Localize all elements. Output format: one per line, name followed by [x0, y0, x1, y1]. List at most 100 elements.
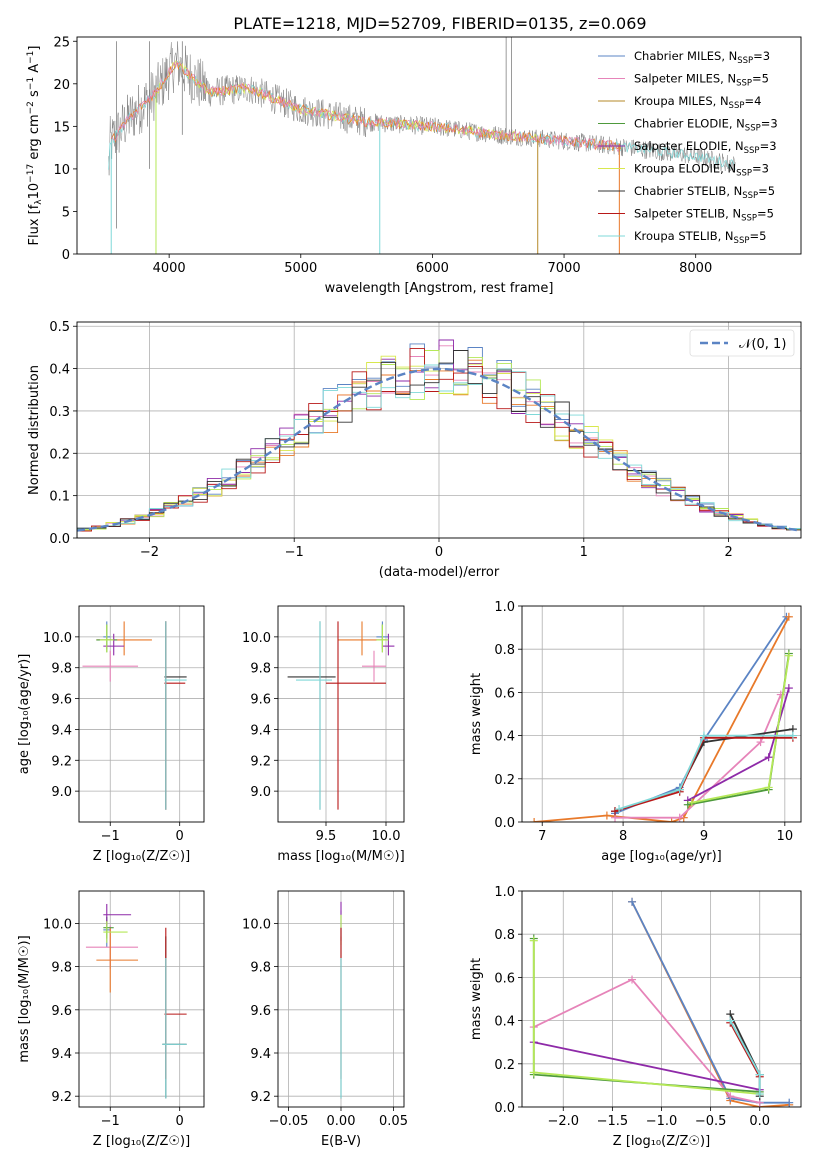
y-tick-label: 0.5	[49, 320, 70, 335]
weight-series-line	[615, 694, 782, 819]
y-tick-label: 10.0	[242, 917, 271, 932]
y-tick-label: 0.2	[494, 1058, 515, 1073]
plot-area-spectrum	[108, 37, 736, 254]
y-axis-label: mass weight	[469, 958, 484, 1040]
x-tick-label: 0	[176, 829, 184, 844]
axes-frame	[78, 890, 205, 1108]
y-tick-label: 9.8	[250, 961, 271, 976]
plot-area-weight-vs-Z	[522, 891, 801, 1107]
legend-label: Salpeter ELODIE, N	[634, 139, 744, 153]
plot-area-residuals	[77, 322, 801, 538]
y-tick-label: 0.1	[49, 490, 70, 505]
y-tick-label: 0.6	[494, 971, 515, 986]
x-tick-label: 10	[777, 829, 794, 844]
weight-series-line	[533, 1041, 760, 1091]
panel-residuals: −2 −1 0 1 2 0.0 0.1 0.2 0.3 0.4 0.5 (data-model)/er…	[27, 320, 802, 580]
legend-label: Kroupa STELIB, N	[634, 229, 734, 243]
y-tick-label: 9.4	[51, 723, 72, 738]
legend-entry: Chabrier ELODIE, NSSP=3	[634, 117, 778, 134]
x-tick-label: −2.0	[547, 1114, 579, 1129]
y-tick-label: 1.0	[494, 885, 515, 900]
panel-age-vs-Z: −1 0 9.0 9.2 9.4 9.6 9.8 10.0 Z [log₁₀(Z/Z☉)] age…	[17, 605, 205, 864]
y-axis-label-part: λ	[34, 199, 44, 205]
y-axis-label-part: A	[27, 64, 42, 77]
y-tick-label: 10.0	[43, 917, 72, 932]
x-axis-label: E(B-V)	[321, 1134, 361, 1149]
y-tick-label: 0.4	[494, 730, 515, 745]
y-tick-label: 15	[53, 120, 70, 135]
x-tick-label: 0.00	[327, 1114, 356, 1129]
y-tick-label: 0.3	[49, 405, 70, 420]
y-axis-label: Normed distribution	[27, 365, 42, 495]
weight-series-line	[534, 616, 790, 822]
y-axis-label-part: Flux [f	[27, 204, 42, 245]
axes-frame	[277, 890, 405, 1108]
x-axis-label: mass [log₁₀(M/M☉)]	[277, 849, 404, 864]
legend-value: =3	[760, 139, 777, 153]
legend-entry: Kroupa STELIB, NSSP=5	[634, 229, 766, 246]
panel-spectrum: 4000 5000 6000 7000 8000 0 5 10 15 20 25 wavelength…	[26, 35, 802, 296]
y-axis-label: Flux [fλ10−17 erg cm−2 s−1 A−1]	[26, 46, 44, 246]
legend-label: Chabrier ELODIE, N	[634, 117, 745, 131]
axes-frame	[277, 605, 405, 823]
y-tick-label: 9.6	[51, 693, 72, 708]
x-tick-label: 0.05	[379, 1114, 408, 1129]
y-tick-label: 9.0	[51, 785, 72, 800]
y-tick-label: 9.4	[250, 723, 271, 738]
x-tick-label: 10.0	[372, 829, 401, 844]
legend-value: =3	[752, 162, 769, 176]
axes-frame	[76, 36, 802, 255]
y-axis-label: mass [log₁₀(M/M☉)]	[17, 935, 32, 1062]
x-tick-label: −1	[101, 1114, 120, 1129]
legend-sub: SSP	[742, 191, 758, 201]
legend-sub: SSP	[734, 236, 750, 246]
x-tick-label: 8000	[679, 261, 712, 276]
axes-frame	[78, 605, 205, 823]
x-tick-label: 6000	[416, 261, 449, 276]
y-axis-label-part: erg cm	[27, 114, 42, 163]
legend-entry: Chabrier STELIB, NSSP=5	[634, 184, 775, 201]
y-tick-label: 9.2	[250, 1090, 271, 1105]
y-tick-label: 0.8	[494, 643, 515, 658]
plot-area-age-vs-mass	[278, 606, 404, 822]
weight-series-line	[691, 655, 790, 804]
axes-frame	[521, 890, 802, 1108]
legend-value: =4	[744, 94, 761, 108]
axes-frame	[76, 321, 802, 539]
x-axis-label: (data-model)/error	[379, 565, 500, 580]
x-axis-label: Z [log₁₀(Z/Z☉)]	[93, 849, 190, 864]
y-axis-label-part: −1	[26, 51, 36, 64]
plot-area-mass-vs-Z	[79, 891, 204, 1107]
y-tick-label: 1.0	[494, 600, 515, 615]
y-tick-label: 10.0	[242, 631, 271, 646]
legend-label: Kroupa ELODIE, N	[634, 162, 736, 176]
y-tick-label: 9.6	[51, 1004, 72, 1019]
y-tick-label: 9.8	[51, 961, 72, 976]
y-tick-label: 0.0	[49, 532, 70, 547]
x-tick-label: 1	[580, 545, 588, 560]
y-tick-label: 9.2	[250, 754, 271, 769]
legend-entry: Salpeter ELODIE, NSSP=3	[634, 139, 777, 156]
x-tick-label: −1	[285, 545, 304, 560]
legend-label: Salpeter STELIB, N	[634, 207, 741, 221]
y-tick-label: 9.6	[250, 693, 271, 708]
x-tick-label: −1.0	[646, 1114, 678, 1129]
legend: 𝒩(0, 1)	[689, 329, 795, 357]
y-tick-label: 9.6	[250, 1004, 271, 1019]
y-tick-label: 10	[53, 163, 70, 178]
y-axis-label: age [log₁₀(age/yr)]	[17, 654, 32, 775]
x-tick-label: 0	[435, 545, 443, 560]
x-axis-label: Z [log₁₀(Z/Z☉)]	[93, 1134, 190, 1149]
panel-age-vs-mass: 9.5 10.0 9.0 9.2 9.4 9.6 9.8 10.0 mass [log₁₀(M/…	[242, 605, 405, 864]
weight-series-line	[614, 736, 793, 813]
y-tick-label: 0.2	[494, 773, 515, 788]
legend-label: Salpeter MILES, N	[634, 72, 736, 86]
y-tick-label: 9.4	[51, 1047, 72, 1062]
legend-label: Chabrier STELIB, N	[634, 184, 742, 198]
x-tick-label: 8	[619, 829, 627, 844]
y-tick-label: 0.8	[494, 928, 515, 943]
x-tick-label: −1.5	[597, 1114, 629, 1129]
x-tick-label: 9	[700, 829, 708, 844]
y-tick-label: 0	[62, 248, 70, 263]
